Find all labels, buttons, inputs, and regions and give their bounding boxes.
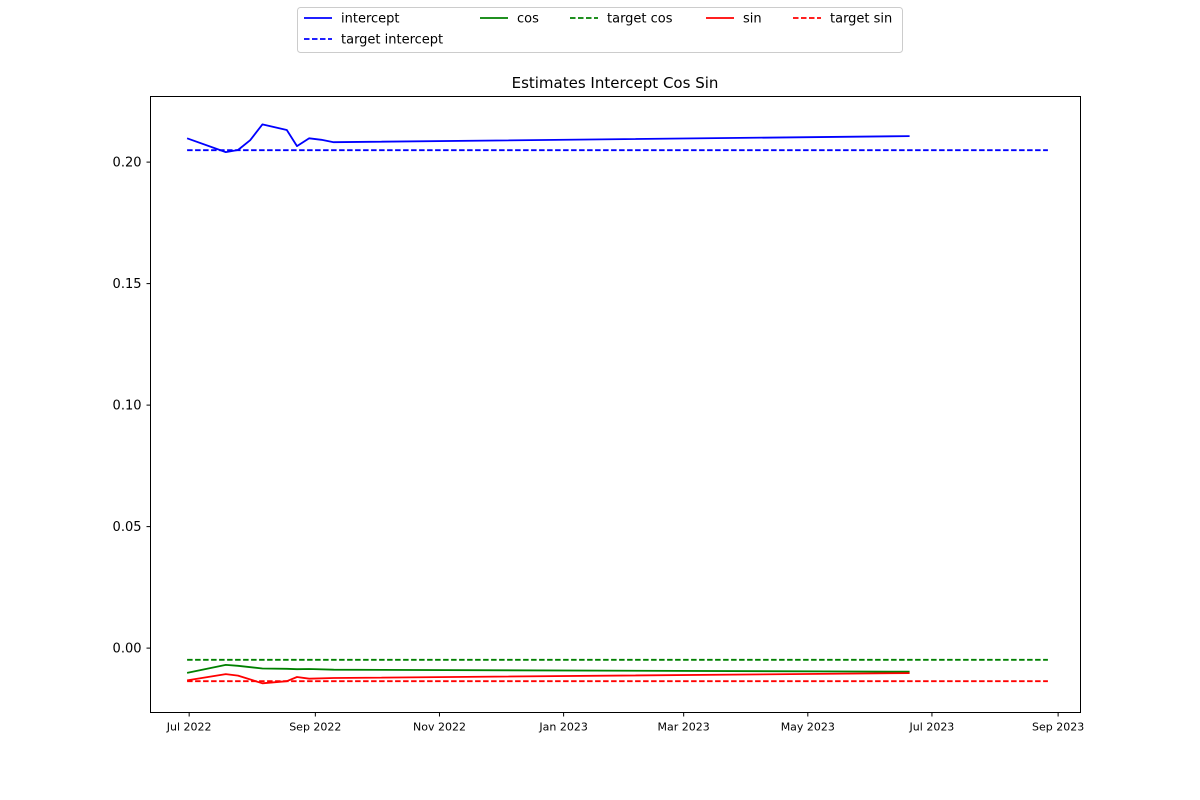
y-tick-label: 0.00	[113, 642, 142, 657]
legend-label-target-intercept: target intercept	[341, 33, 443, 48]
plot-area	[186, 123, 1048, 685]
legend: intercept cos target cos sin target sin targe…	[297, 7, 903, 53]
x-tick-label: Jul 2022	[166, 721, 212, 734]
y-tick-label: 0.15	[113, 277, 142, 292]
y-axis: 0.00 0.05 0.10 0.15 0.20	[113, 156, 151, 657]
y-tick-label: 0.20	[113, 156, 142, 171]
series-line-intercept	[186, 123, 910, 154]
plot-frame	[150, 96, 1081, 713]
x-axis: Jul 2022 Sep 2022 Nov 2022 Jan 2023 Mar 2023…	[166, 712, 1084, 734]
x-tick-label: Mar 2023	[658, 721, 710, 734]
y-tick-label: 0.05	[113, 520, 142, 535]
y-tick-label: 0.10	[113, 399, 142, 414]
legend-label-cos: cos	[517, 12, 539, 27]
legend-label-target-sin: target sin	[830, 12, 892, 27]
legend-frame	[297, 7, 903, 53]
x-tick-label: Sep 2023	[1032, 721, 1084, 734]
x-tick-label: Nov 2022	[413, 721, 466, 734]
legend-label-target-cos: target cos	[607, 12, 673, 27]
x-tick-label: Sep 2022	[289, 721, 341, 734]
x-tick-label: May 2023	[781, 721, 835, 734]
legend-label-intercept: intercept	[341, 12, 400, 27]
x-tick-label: Jan 2023	[538, 721, 587, 734]
series-line-cos	[186, 664, 910, 674]
chart-title: Estimates Intercept Cos Sin	[512, 74, 719, 92]
x-tick-label: Jul 2023	[909, 721, 955, 734]
legend-label-sin: sin	[743, 12, 762, 27]
